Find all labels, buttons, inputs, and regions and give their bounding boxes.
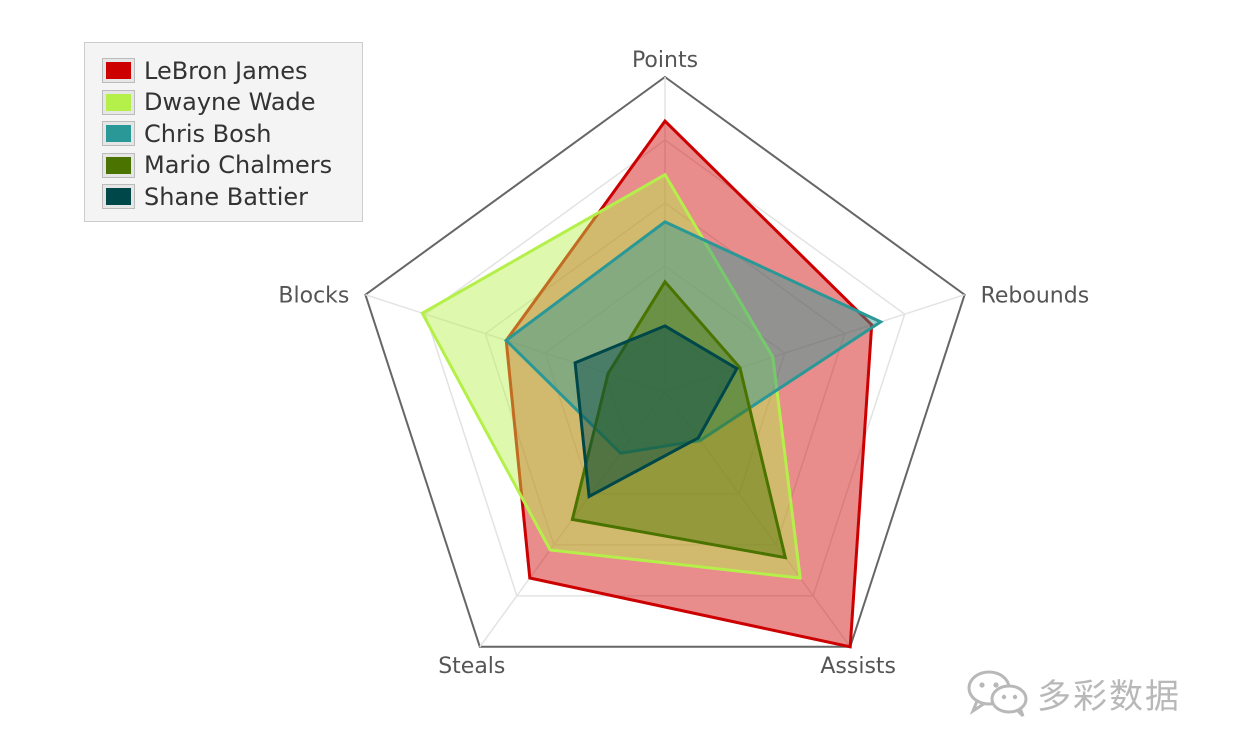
grid-ring bbox=[424, 139, 906, 597]
axis-label-blocks: Blocks bbox=[278, 284, 349, 309]
series-area-mario-chalmers[interactable] bbox=[570, 279, 788, 560]
grid-ring bbox=[364, 75, 966, 648]
legend-swatch bbox=[102, 121, 135, 147]
legend-swatch bbox=[102, 152, 135, 178]
legend-item-dwayne-wade[interactable]: Dwayne Wade bbox=[102, 87, 362, 119]
grid-spoke bbox=[664, 293, 965, 393]
legend-swatch bbox=[102, 184, 135, 210]
grid-ring bbox=[484, 202, 846, 546]
wechat-icon bbox=[967, 670, 1028, 718]
legend-swatch bbox=[102, 58, 135, 84]
axis-label-assists: Assists bbox=[820, 654, 896, 679]
legend-label: Shane Battier bbox=[144, 182, 309, 211]
watermark: 多彩数据 bbox=[965, 668, 1181, 718]
radar-series bbox=[420, 118, 884, 649]
axis-label-steals: Steals bbox=[438, 654, 505, 679]
legend-label: Dwayne Wade bbox=[144, 88, 316, 117]
series-area-chris-bosh[interactable] bbox=[503, 220, 884, 455]
legend-item-shane-battier[interactable]: Shane Battier bbox=[102, 181, 362, 213]
grid-spoke bbox=[664, 391, 851, 648]
legend-item-lebron-james[interactable]: LeBron James bbox=[102, 55, 362, 87]
grid-spoke bbox=[365, 293, 666, 393]
grid-ring bbox=[544, 265, 786, 495]
legend-label: Chris Bosh bbox=[144, 119, 272, 148]
legend-item-mario-chalmers[interactable]: Mario Chalmers bbox=[102, 150, 362, 182]
axis-label-rebounds: Rebounds bbox=[981, 284, 1090, 309]
axis-labels: Points Rebounds Assists Steals Blocks bbox=[278, 48, 1089, 679]
series-area-dwayne-wade[interactable] bbox=[420, 172, 802, 580]
legend-swatch bbox=[102, 89, 135, 115]
legend: LeBron James Dwayne Wade Chris Bosh Mari… bbox=[84, 42, 363, 222]
legend-label: Mario Chalmers bbox=[144, 151, 333, 180]
series-area-shane-battier[interactable] bbox=[573, 324, 739, 499]
grid-ring bbox=[604, 328, 726, 444]
series-area-lebron-james[interactable] bbox=[504, 118, 874, 649]
legend-label: LeBron James bbox=[144, 56, 308, 85]
axis-label-points: Points bbox=[632, 48, 698, 73]
watermark-text: 多彩数据 bbox=[1037, 676, 1181, 717]
legend-item-chris-bosh[interactable]: Chris Bosh bbox=[102, 118, 362, 150]
